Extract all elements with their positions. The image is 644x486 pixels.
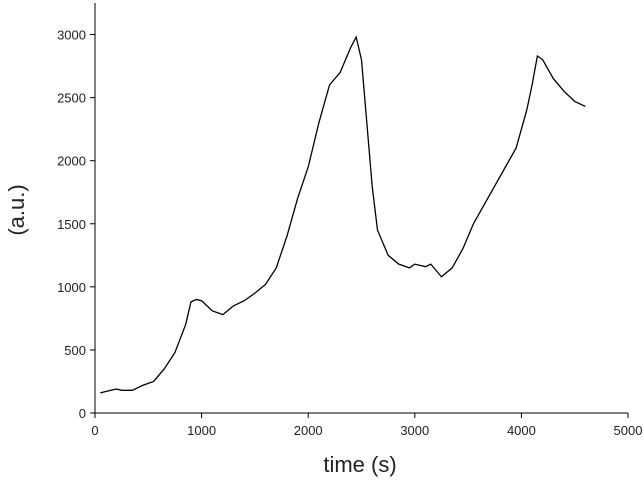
x-tick-label: 1000 — [187, 423, 216, 438]
y-axis-label: (a.u.) — [4, 184, 29, 235]
x-axis-label: time (s) — [323, 452, 396, 477]
x-tick-label: 5000 — [614, 423, 643, 438]
x-tick-label: 4000 — [507, 423, 536, 438]
data-line — [100, 35, 586, 394]
x-tick-label: 2000 — [294, 423, 323, 438]
x-tick-label: 3000 — [400, 423, 429, 438]
y-tick-label: 1000 — [57, 280, 86, 295]
y-tick-label: 500 — [64, 343, 86, 358]
y-tick-label: 2000 — [57, 154, 86, 169]
y-tick-label: 1500 — [57, 217, 86, 232]
x-tick-label: 0 — [91, 423, 98, 438]
y-tick-label: 3000 — [57, 28, 86, 43]
y-tick-label: 0 — [79, 406, 86, 421]
y-tick-label: 2500 — [57, 91, 86, 106]
